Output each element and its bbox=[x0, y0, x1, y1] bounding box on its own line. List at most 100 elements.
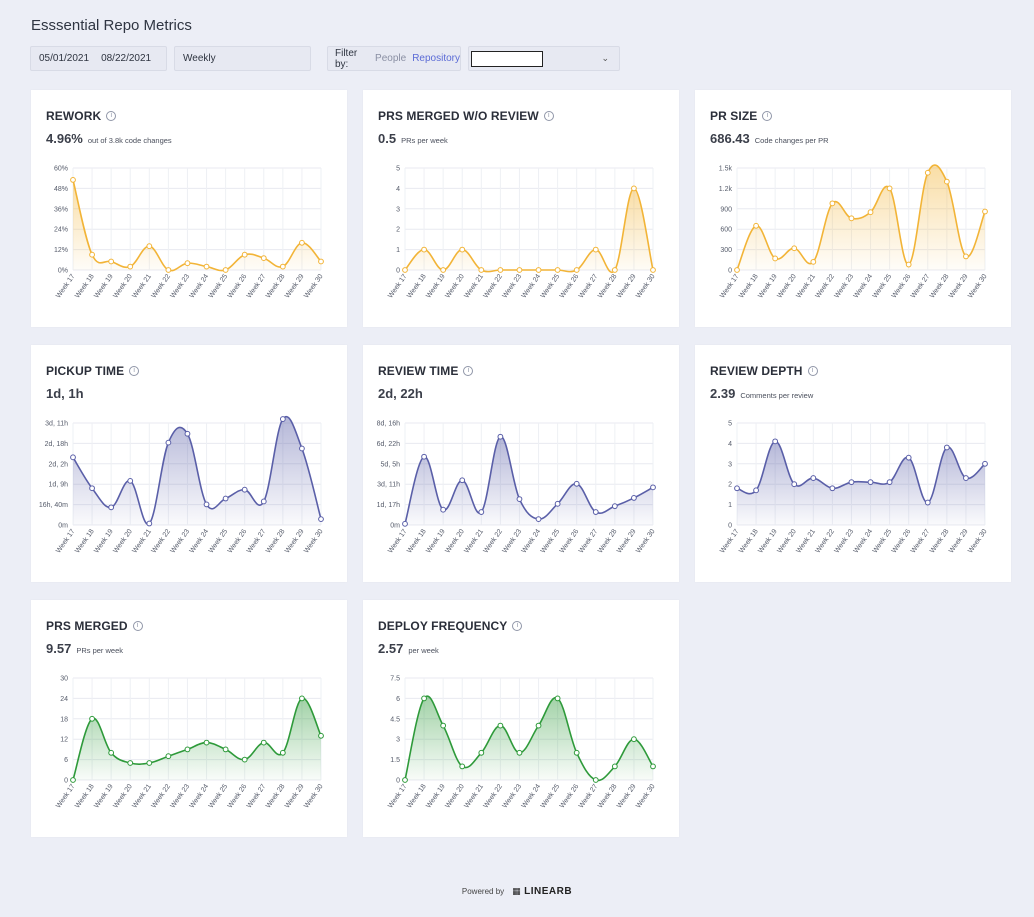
data-point bbox=[146, 243, 153, 250]
info-icon[interactable]: i bbox=[762, 111, 773, 121]
data-point bbox=[241, 251, 248, 258]
filter-repository-option[interactable]: Repository bbox=[412, 53, 460, 64]
repository-input[interactable] bbox=[471, 50, 543, 67]
data-point bbox=[829, 200, 836, 207]
metric-card[interactable]: PRS MERGED i 9.57 PRs per week 0 6 12 18 24 30 Wee… bbox=[31, 600, 347, 837]
metric-card[interactable]: REWORK i 4.96% out of 3.8k code changes 0% 12… bbox=[31, 90, 347, 327]
data-point bbox=[241, 486, 248, 493]
filter-people-option[interactable]: People bbox=[375, 53, 407, 64]
y-tick-label: 4 bbox=[396, 186, 400, 193]
data-point bbox=[516, 496, 523, 503]
info-icon[interactable]: i bbox=[129, 366, 140, 376]
metric-card[interactable]: PICKUP TIME i 1d, 1h 0m 16h, 40m 1d, 9h 2d, 2h… bbox=[31, 345, 347, 582]
metric-card[interactable]: PRS MERGED W/O REVIEW i 0.5 PRs per week 0 1 2… bbox=[363, 90, 679, 327]
data-point bbox=[867, 209, 874, 216]
data-point bbox=[791, 481, 798, 488]
data-point bbox=[184, 260, 191, 267]
metric-card[interactable]: PR SIZE i 686.43 Code changes per PR 0 300 600… bbox=[695, 90, 1011, 327]
y-tick-label: 5d, 5h bbox=[381, 461, 401, 468]
data-point bbox=[734, 267, 740, 273]
powered-by-label: Powered by bbox=[461, 887, 505, 896]
data-point bbox=[421, 246, 427, 253]
data-point bbox=[222, 746, 229, 753]
card-subtitle: PRs per week bbox=[76, 646, 123, 655]
info-icon[interactable]: i bbox=[512, 621, 523, 631]
y-tick-label: 4.5 bbox=[390, 716, 400, 723]
info-icon[interactable]: i bbox=[807, 366, 818, 376]
info-icon[interactable]: i bbox=[132, 621, 143, 631]
card-value: 1d, 1h bbox=[46, 386, 89, 401]
area-fill bbox=[405, 696, 653, 781]
data-point bbox=[943, 178, 950, 185]
start-date: 05/01/2021 bbox=[39, 53, 90, 64]
card-value-text: 9.57 bbox=[46, 641, 72, 656]
card-title: PR SIZE i bbox=[710, 109, 773, 123]
y-tick-label: 3 bbox=[728, 461, 732, 468]
area-fill bbox=[737, 441, 985, 525]
data-point bbox=[459, 763, 466, 770]
y-tick-label: 60% bbox=[54, 166, 68, 173]
data-point bbox=[886, 479, 893, 486]
data-point bbox=[279, 749, 286, 756]
metric-card[interactable]: DEPLOY FREQUENCY i 2.57 per week 0 1.5 3 4.5 6 7.… bbox=[363, 600, 679, 837]
filter-label: Filter by: bbox=[335, 47, 358, 70]
card-title-text: PR SIZE bbox=[710, 109, 758, 123]
card-value-text: 0.5 bbox=[378, 131, 397, 146]
data-point bbox=[299, 239, 305, 246]
data-point bbox=[734, 485, 740, 492]
y-tick-label: 6 bbox=[64, 757, 68, 764]
y-tick-label: 4 bbox=[728, 441, 732, 448]
card-value-text: 686.43 bbox=[710, 131, 750, 146]
data-point bbox=[478, 267, 485, 273]
data-point bbox=[203, 501, 210, 508]
y-tick-label: 0 bbox=[728, 523, 732, 530]
data-point bbox=[516, 749, 523, 756]
info-icon[interactable]: i bbox=[106, 111, 117, 121]
y-tick-label: 1 bbox=[728, 502, 732, 509]
card-title: PRS MERGED W/O REVIEW i bbox=[378, 109, 554, 123]
card-value: 2d, 22h bbox=[378, 386, 428, 401]
area-fill bbox=[405, 188, 653, 273]
metric-card[interactable]: REVIEW TIME i 2d, 22h 0m 1d, 17h 3d, 11h 5d, 5… bbox=[363, 345, 679, 582]
footer: Powered by ▦ LINEARB bbox=[0, 886, 1034, 897]
y-tick-label: 5 bbox=[728, 421, 732, 428]
brand-name: LINEARB bbox=[524, 886, 573, 897]
data-point bbox=[203, 263, 210, 270]
y-tick-label: 0 bbox=[728, 268, 732, 275]
data-point bbox=[650, 484, 656, 491]
data-point bbox=[848, 479, 855, 486]
metric-card[interactable]: REVIEW DEPTH i 2.39 Comments per review 0 1 2 3… bbox=[695, 345, 1011, 582]
data-point bbox=[402, 520, 408, 527]
info-icon[interactable]: i bbox=[543, 111, 554, 121]
data-point bbox=[554, 267, 561, 273]
data-point bbox=[421, 453, 427, 460]
y-tick-label: 1.2k bbox=[719, 186, 733, 193]
data-point bbox=[459, 246, 466, 253]
repository-select[interactable]: ⌄ bbox=[468, 46, 620, 71]
data-point bbox=[573, 749, 580, 756]
data-point bbox=[554, 500, 561, 507]
data-point bbox=[279, 416, 286, 422]
period-select[interactable]: Weekly bbox=[174, 46, 311, 71]
data-point bbox=[318, 732, 324, 739]
data-point bbox=[573, 480, 580, 487]
date-range-picker[interactable]: 05/01/2021 08/22/2021 bbox=[30, 46, 167, 71]
data-point bbox=[592, 777, 599, 783]
info-icon[interactable]: i bbox=[463, 366, 474, 376]
data-point bbox=[108, 749, 115, 756]
data-point bbox=[963, 475, 969, 481]
data-point bbox=[127, 477, 134, 484]
y-tick-label: 2 bbox=[728, 482, 732, 489]
data-point bbox=[260, 739, 267, 746]
y-tick-label: 3d, 11h bbox=[45, 421, 68, 428]
data-point bbox=[810, 475, 817, 481]
data-point bbox=[848, 215, 855, 222]
x-tick-label: Week 30 bbox=[303, 528, 325, 555]
data-point bbox=[611, 763, 618, 770]
x-tick-label: Week 30 bbox=[303, 783, 325, 810]
line-chart: 0m 1d, 17h 3d, 11h 5d, 5h 6d, 22h 8d, 16h Week… bbox=[377, 421, 657, 555]
data-point bbox=[829, 485, 836, 492]
data-point bbox=[963, 253, 969, 260]
